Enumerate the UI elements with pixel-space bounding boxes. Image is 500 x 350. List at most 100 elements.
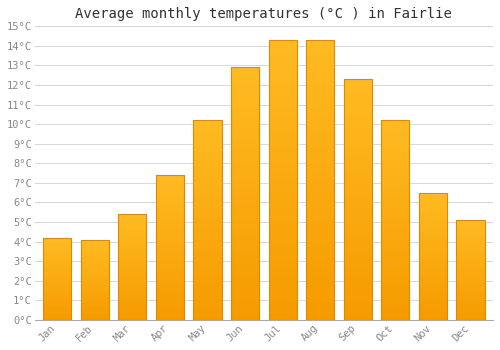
Bar <box>194 236 222 240</box>
Bar <box>382 292 409 296</box>
Bar <box>43 239 72 241</box>
Bar <box>80 268 109 270</box>
Bar <box>344 252 372 257</box>
Bar <box>231 189 259 194</box>
Bar <box>156 291 184 294</box>
Bar <box>306 174 334 180</box>
Bar <box>456 302 484 304</box>
Bar <box>456 220 484 320</box>
Bar <box>306 186 334 191</box>
Bar <box>156 250 184 253</box>
Bar <box>268 236 297 241</box>
Bar <box>456 300 484 302</box>
Bar <box>306 281 334 286</box>
Bar <box>80 298 109 299</box>
Bar <box>419 287 447 289</box>
Bar <box>43 312 72 313</box>
Bar <box>382 280 409 284</box>
Bar <box>344 204 372 209</box>
Bar <box>419 277 447 279</box>
Bar <box>268 292 297 298</box>
Bar <box>456 296 484 298</box>
Bar <box>419 238 447 241</box>
Bar <box>306 40 334 320</box>
Bar <box>268 107 297 113</box>
Bar <box>456 244 484 246</box>
Bar <box>268 102 297 107</box>
Bar <box>156 198 184 201</box>
Bar <box>344 214 372 219</box>
Bar <box>268 270 297 275</box>
Bar <box>456 236 484 238</box>
Bar <box>80 285 109 286</box>
Bar <box>80 280 109 281</box>
Bar <box>382 260 409 264</box>
Bar <box>306 202 334 208</box>
Bar <box>419 302 447 305</box>
Bar <box>156 302 184 306</box>
Bar <box>456 254 484 256</box>
Bar <box>231 305 259 310</box>
Bar <box>268 275 297 281</box>
Bar <box>80 315 109 317</box>
Bar <box>306 74 334 79</box>
Bar <box>118 257 146 259</box>
Bar <box>156 285 184 288</box>
Bar <box>80 262 109 264</box>
Bar <box>156 259 184 262</box>
Bar <box>382 196 409 200</box>
Bar <box>194 132 222 136</box>
Bar <box>80 299 109 301</box>
Bar <box>231 219 259 224</box>
Bar <box>306 141 334 146</box>
Bar <box>194 260 222 264</box>
Bar <box>306 51 334 57</box>
Bar <box>43 310 72 312</box>
Bar <box>344 209 372 214</box>
Bar <box>118 299 146 301</box>
Bar <box>268 141 297 146</box>
Bar <box>194 212 222 216</box>
Bar <box>382 120 409 320</box>
Bar <box>344 233 372 238</box>
Bar <box>344 272 372 276</box>
Bar <box>419 300 447 302</box>
Bar <box>118 318 146 320</box>
Bar <box>456 260 484 262</box>
Bar <box>456 272 484 274</box>
Bar <box>194 172 222 176</box>
Bar <box>419 259 447 261</box>
Bar <box>306 236 334 241</box>
Title: Average monthly temperatures (°C ) in Fairlie: Average monthly temperatures (°C ) in Fa… <box>76 7 452 21</box>
Bar <box>231 295 259 300</box>
Bar <box>156 218 184 222</box>
Bar <box>382 176 409 180</box>
Bar <box>456 314 484 316</box>
Bar <box>43 313 72 315</box>
Bar <box>194 316 222 320</box>
Bar <box>268 191 297 197</box>
Bar <box>419 228 447 231</box>
Bar <box>306 79 334 85</box>
Bar <box>456 250 484 252</box>
Bar <box>231 68 259 320</box>
Bar <box>382 172 409 176</box>
Bar <box>419 310 447 312</box>
Bar <box>268 258 297 264</box>
Bar <box>382 256 409 260</box>
Bar <box>194 124 222 128</box>
Bar <box>118 216 146 218</box>
Bar <box>231 264 259 270</box>
Bar <box>194 280 222 284</box>
Bar <box>80 249 109 251</box>
Bar <box>80 240 109 241</box>
Bar <box>419 236 447 238</box>
Bar <box>231 113 259 118</box>
Bar <box>306 208 334 213</box>
Bar <box>306 253 334 258</box>
Bar <box>118 307 146 309</box>
Bar <box>419 246 447 249</box>
Bar <box>419 193 447 320</box>
Bar <box>118 238 146 240</box>
Bar <box>344 315 372 320</box>
